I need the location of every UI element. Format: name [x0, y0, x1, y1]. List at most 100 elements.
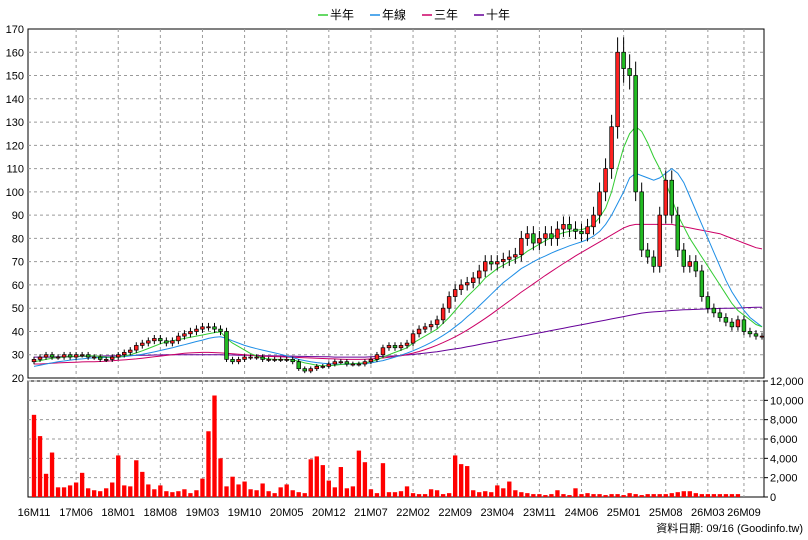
volume-bar: [386, 492, 392, 497]
candle: [458, 284, 464, 290]
candle: [206, 326, 211, 329]
candle: [477, 270, 482, 279]
volume-bar: [362, 462, 368, 497]
candle: [188, 331, 193, 335]
x-tick-label: 17M06: [59, 507, 93, 519]
volume-tick-label: 2,000: [770, 473, 798, 485]
candle: [633, 75, 638, 193]
volume-bar: [561, 494, 566, 497]
price-tick-label: 70: [12, 257, 24, 269]
legend-label-3: 十年: [486, 8, 510, 22]
candle: [338, 361, 344, 364]
legend: 半年 年線 三年 十年: [318, 7, 510, 22]
volume-bar: [302, 493, 307, 497]
candle: [392, 345, 398, 349]
volume-bar: [158, 485, 163, 497]
candle: [603, 168, 608, 193]
volume-bar: [398, 491, 404, 497]
volume-bar: [206, 431, 211, 497]
ma-line-ma_year: [33, 167, 763, 367]
candle: [350, 363, 356, 366]
volume-tick-label: 8,000: [770, 415, 798, 427]
volume-bar: [531, 494, 536, 497]
candle: [356, 363, 362, 366]
candle: [242, 356, 247, 360]
candle: [645, 249, 650, 258]
price-tick-label: 120: [6, 140, 24, 152]
volume-bar: [495, 485, 500, 497]
volume-bar: [693, 493, 698, 497]
candle: [597, 191, 602, 216]
volume-bar: [452, 455, 458, 497]
candle: [296, 361, 301, 370]
volume-bar: [380, 463, 386, 497]
volume-bar: [37, 436, 43, 497]
price-tick-label: 90: [12, 210, 24, 222]
volume-bar: [440, 494, 446, 497]
volume-bar: [356, 450, 362, 497]
candle: [440, 307, 446, 321]
volume-bar: [699, 494, 705, 497]
volume-bar: [603, 495, 608, 497]
candle: [170, 340, 175, 344]
volume-bar: [326, 480, 331, 497]
candle: [470, 277, 476, 283]
volume-bar: [308, 459, 313, 497]
volume-bar: [188, 493, 193, 497]
candle: [501, 258, 506, 263]
volume-bar: [422, 494, 428, 497]
candle: [326, 363, 332, 367]
volume-bar: [459, 464, 464, 497]
volume-panel: 0 2,000 4,000 6,000 8,000 10,000 12,000: [27, 376, 804, 504]
candle: [79, 354, 85, 357]
x-tick-label: 16M11: [18, 507, 51, 519]
candle: [609, 126, 614, 169]
volume-bar: [633, 494, 638, 497]
x-tick-label: 23M11: [523, 507, 556, 519]
candle: [495, 261, 500, 265]
volume-bar: [170, 492, 175, 497]
volume-tick-label: 12,000: [770, 376, 804, 388]
candle: [573, 228, 578, 232]
volume-bar: [272, 493, 277, 497]
volume-bar: [591, 494, 596, 497]
x-tick-label: 18M01: [101, 507, 135, 519]
candle: [176, 335, 181, 342]
candle: [741, 319, 747, 332]
volume-bar: [374, 493, 380, 497]
volume-bar: [434, 490, 440, 497]
candle: [374, 354, 380, 360]
candle: [525, 233, 530, 239]
volume-bar: [392, 492, 398, 497]
candle: [212, 326, 217, 330]
candle: [555, 228, 560, 239]
candle: [723, 317, 729, 323]
volume-bars: [31, 395, 741, 497]
candle: [260, 356, 265, 360]
candle: [711, 307, 717, 314]
volume-bar: [224, 486, 229, 497]
candle: [164, 340, 169, 344]
candle: [272, 359, 277, 361]
candle: [585, 226, 590, 235]
x-tick-label: 20M12: [312, 507, 346, 519]
candle: [254, 356, 259, 359]
candle: [621, 51, 626, 69]
candle: [452, 289, 458, 297]
price-tick-label: 100: [6, 187, 24, 199]
volume-bar: [266, 491, 271, 497]
volume-bar: [489, 492, 494, 497]
x-tick-label: 20M05: [270, 507, 304, 519]
volume-bar: [477, 492, 482, 497]
candle: [368, 359, 374, 363]
candle: [140, 342, 145, 346]
volume-bar: [194, 490, 199, 497]
candle: [410, 333, 416, 344]
candle: [284, 359, 289, 361]
candle: [693, 261, 699, 272]
candle: [651, 256, 656, 267]
volume-bar: [663, 494, 668, 497]
price-tick-label: 40: [12, 326, 24, 338]
candle: [687, 261, 693, 267]
volume-bar: [675, 492, 680, 497]
